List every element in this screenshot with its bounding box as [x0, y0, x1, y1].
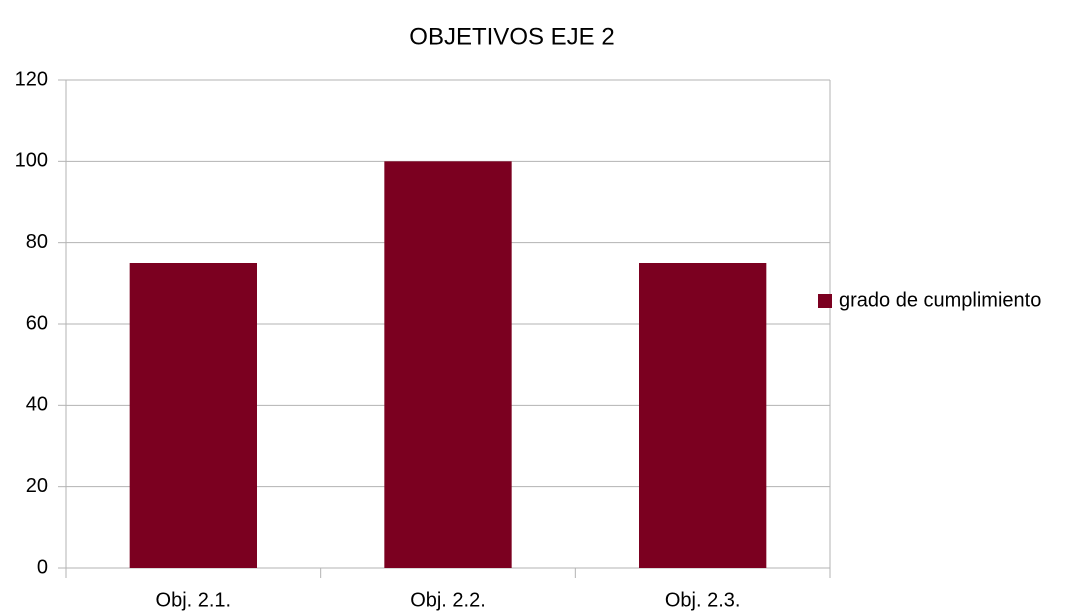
- y-tick-label: 20: [26, 475, 48, 497]
- bar: [384, 161, 512, 569]
- x-tick-label: Obj. 2.2.: [410, 589, 486, 611]
- y-tick-label: 100: [15, 150, 48, 172]
- bar: [129, 263, 257, 568]
- y-tick-label: 0: [37, 556, 48, 578]
- y-tick-label: 40: [26, 394, 48, 416]
- chart-title: OBJETIVOS EJE 2: [409, 23, 614, 50]
- y-tick-label: 60: [26, 312, 48, 334]
- y-tick-label: 120: [15, 68, 48, 90]
- legend-label: grado de cumplimiento: [839, 289, 1041, 311]
- legend-swatch: [818, 294, 832, 308]
- x-tick-label: Obj. 2.3.: [665, 589, 741, 611]
- y-tick-label: 80: [26, 231, 48, 253]
- bar: [639, 263, 767, 568]
- x-tick-label: Obj. 2.1.: [156, 589, 232, 611]
